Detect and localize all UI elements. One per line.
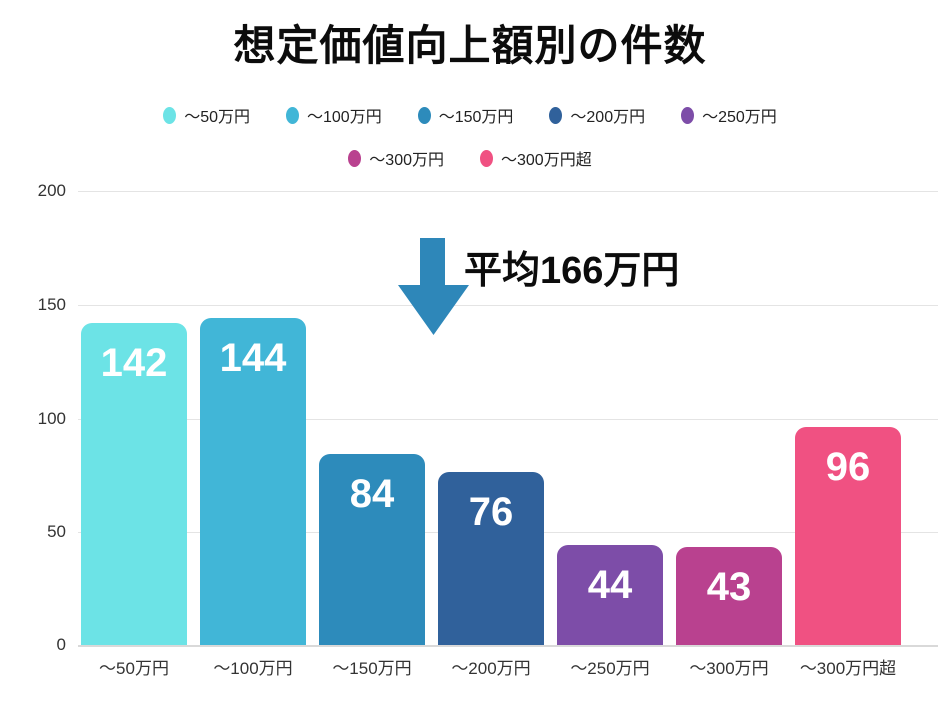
legend-swatch [549,106,563,124]
legend-swatch [417,106,431,124]
gridline-150 [78,305,938,306]
x-axis-label: ～300万円超 [799,659,897,678]
x-axis-label: ～50万円 [99,659,169,678]
legend-label: ～300万円超 [501,152,592,169]
arrow-shape [398,238,469,335]
legend-row-2: ～300万円 ～300万円超 [0,146,940,170]
x-axis-label: ～300万円 [689,659,769,678]
bar-value-label: 84 [349,472,395,516]
gridline-200 [78,191,938,192]
legend-label: ～150万円 [438,109,514,126]
x-axis-label: ～150万円 [332,659,412,678]
legend-row-1: ～50万円 ～100万円 ～150万円 ～200万円 ～250万円 [0,103,940,127]
legend-item: ～300万円超 [480,146,592,170]
bar-value-label: 96 [825,445,871,489]
x-axis-line [78,645,938,647]
legend-item: ～50万円 [163,103,250,127]
legend-item: ～250万円 [681,103,777,127]
bar: 44 [557,545,663,645]
x-axis-label: ～100万円 [213,659,293,678]
x-axis-label: ～200万円 [451,659,531,678]
legend-swatch [286,106,299,124]
chart-title: 想定価値向上額別の件数 [233,22,707,69]
bar-value-label: 142 [100,341,168,385]
bar: 96 [795,427,901,645]
average-annotation: 平均166万円 [464,250,680,292]
legend-item: ～200万円 [549,103,645,127]
bar: 84 [319,454,425,645]
bar-value-label: 44 [587,563,633,607]
x-axis-label: ～250万円 [570,659,650,678]
legend-label: ～300万円 [369,152,444,169]
gridline-100 [78,419,938,420]
y-tick-label: 150 [37,295,66,314]
legend-label: ～50万円 [184,109,250,126]
y-tick-label: 50 [47,522,66,541]
legend-swatch [348,149,362,167]
bar: 142 [81,323,187,645]
legend-swatch [163,106,177,124]
legend: ～50万円 ～100万円 ～150万円 ～200万円 ～250万円 ～300万円… [0,103,940,170]
legend-item: ～150万円 [417,103,514,127]
legend-label: ～200万円 [570,109,646,126]
legend-item: ～100万円 [286,103,382,127]
bar: 144 [200,318,306,645]
bar: 76 [438,472,544,645]
bar-value-label: 43 [706,565,752,609]
bar-value-label: 144 [219,336,287,380]
legend-label: ～100万円 [307,109,382,126]
bar-value-label: 76 [468,490,514,534]
legend-swatch [480,149,493,167]
average-arrow-icon [398,238,469,335]
legend-swatch [681,106,695,124]
y-tick-label: 200 [37,181,66,200]
y-tick-label: 100 [37,409,66,428]
bar: 43 [676,547,782,645]
legend-label: ～250万円 [702,109,777,126]
legend-item: ～300万円 [348,146,444,170]
y-tick-label: 0 [56,635,66,654]
